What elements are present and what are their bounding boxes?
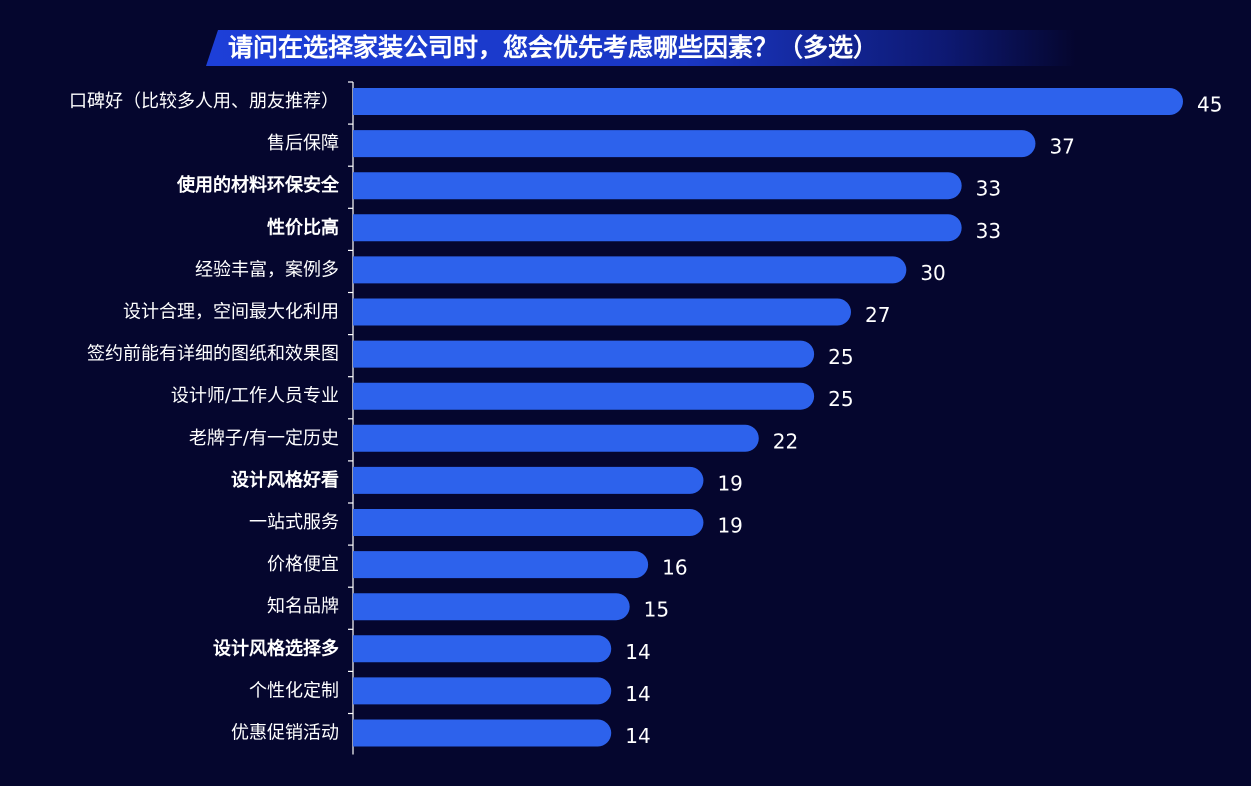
value-label: 45 [1197, 93, 1222, 117]
value-label: 14 [625, 682, 650, 706]
category-label: 售后保障 [267, 133, 339, 154]
bar [353, 214, 962, 242]
bar [353, 424, 759, 452]
bar [353, 298, 851, 326]
bar [353, 88, 1183, 115]
category-label: 性价比高 [267, 216, 339, 238]
bar [353, 256, 907, 284]
y-axis [348, 81, 354, 755]
category-label: 设计风格选择多 [213, 637, 339, 659]
title-banner [206, 30, 1076, 66]
category-label: 经验丰富，案例多 [195, 259, 339, 280]
bar [353, 340, 815, 368]
value-label: 22 [773, 429, 798, 453]
value-label: 30 [920, 261, 945, 285]
category-label: 设计师/工作人员专业 [171, 386, 339, 407]
bar [353, 677, 612, 705]
value-label: 19 [717, 514, 742, 538]
category-label: 使用的材料环保安全 [176, 174, 340, 196]
value-labels: 45 37 33 33 30 27 25 25 22 19 19 16 15 14 14 14 [625, 93, 1222, 749]
category-label: 老牌子/有一定历史 [189, 428, 339, 449]
category-label: 个性化定制 [249, 680, 339, 701]
value-label: 15 [644, 598, 669, 622]
bar [353, 551, 649, 579]
category-label: 价格便宜 [267, 554, 339, 575]
chart-title: 请问在选择家装公司时，您会优先考虑哪些因素？（多选） [228, 33, 879, 62]
category-label: 一站式服务 [249, 512, 339, 533]
category-label: 签约前能有详细的图纸和效果图 [87, 344, 339, 365]
category-label: 优惠促销活动 [231, 723, 339, 744]
bar [353, 130, 1036, 158]
category-label: 设计合理，空间最大化利用 [123, 302, 339, 323]
bar [353, 466, 704, 494]
value-label: 16 [662, 556, 687, 580]
bar [353, 719, 612, 747]
bar [353, 382, 815, 410]
value-label: 37 [1049, 135, 1074, 159]
bar [353, 172, 962, 200]
value-label: 19 [717, 471, 742, 495]
value-label: 14 [625, 640, 650, 664]
bar [353, 509, 704, 536]
category-label: 口碑好（比较多人用、朋友推荐） [69, 91, 339, 112]
category-label: 知名品牌 [267, 596, 339, 617]
value-label: 33 [976, 219, 1001, 243]
bar [353, 635, 612, 663]
value-label: 33 [976, 177, 1001, 201]
bar [353, 593, 630, 621]
category-labels: 口碑好（比较多人用、朋友推荐） 售后保障使用的材料环保安全性价比高经验丰富，案例多… [69, 91, 340, 744]
value-label: 25 [828, 387, 853, 411]
value-label: 27 [865, 303, 890, 327]
value-label: 14 [625, 724, 650, 748]
category-label: 设计风格好看 [231, 469, 339, 491]
bars [353, 88, 1183, 747]
value-label: 25 [828, 345, 853, 369]
